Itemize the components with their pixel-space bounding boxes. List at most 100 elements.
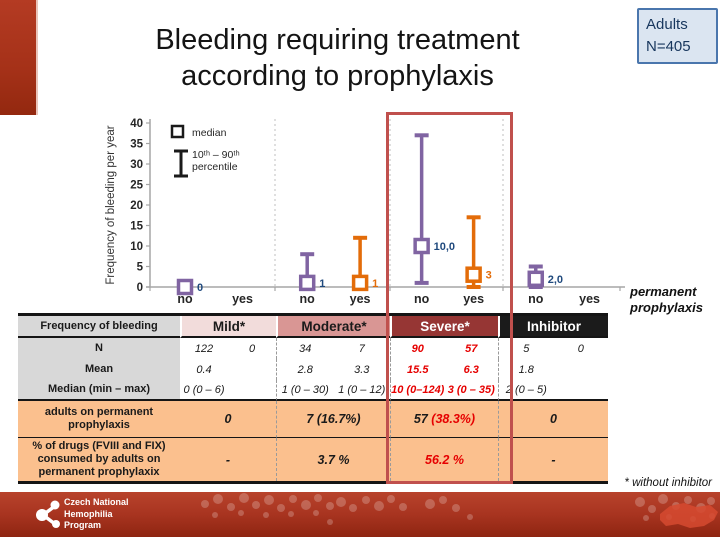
y-tick-label: 30 — [130, 159, 143, 171]
value-label-moderate-no: 1 — [319, 278, 325, 290]
cell-pct-inhibitor: - — [498, 438, 608, 481]
x-tick-label-moderate-yes: yes — [350, 292, 371, 306]
value-mean-yes — [554, 359, 609, 380]
x-tick-label-mild-no: no — [177, 292, 193, 306]
cell-mean-mild: 0.4 — [180, 359, 276, 380]
median-marker-severe-yes — [465, 266, 482, 283]
footer-bar: Czech National Hemophilia Program — [0, 492, 720, 537]
cell-n-moderate: 34 7 — [276, 338, 390, 359]
column-header-inhibitor: Inhibitor — [498, 316, 608, 338]
footer-organization-name: Czech National Hemophilia Program — [64, 497, 129, 531]
cell-median-moderate: 1 (0 – 30) 1 (0 – 12) — [276, 380, 390, 401]
value-median-no: 0 (0 – 6) — [183, 383, 225, 396]
value-median-yes: 1 (0 – 12) — [338, 383, 386, 396]
column-header-moderate: Moderate* — [276, 316, 390, 338]
cell-n-mild: 122 0 — [180, 338, 276, 359]
value-n-yes: 7 — [358, 342, 365, 355]
y-tick-label: 0 — [137, 282, 143, 294]
adults-percentage: (38.3%) — [427, 412, 476, 426]
value-mean-yes: 3.3 — [354, 363, 370, 376]
value-n-no: 34 — [299, 342, 312, 355]
column-header-mild: Mild* — [180, 316, 276, 338]
adults-count-badge: Adults N=405 — [637, 8, 718, 64]
value-label-mild-no: 0 — [197, 282, 203, 294]
value-mean-yes — [228, 359, 276, 380]
value-median-yes — [554, 380, 609, 399]
row-label-n: N — [18, 338, 180, 359]
footer-decoration — [201, 493, 718, 528]
value-median-yes — [228, 380, 276, 399]
cell-pct-mild: - — [180, 438, 276, 481]
row-label-pct: % of drugs (FVIII and FIX) consumed by a… — [18, 438, 180, 481]
y-tick-label: 15 — [130, 221, 143, 233]
legend-percentile-label: percentile — [192, 161, 238, 173]
table-corner-label: Frequency of bleeding — [18, 316, 180, 338]
value-label-severe-no: 10,0 — [434, 241, 455, 253]
value-n-yes: 0 — [577, 342, 584, 355]
value-n-yes: 57 — [465, 342, 478, 355]
x-tick-label-inhibitor-yes: yes — [579, 292, 600, 306]
cell-mean-inhibitor: 1.8 — [498, 359, 608, 380]
y-tick-label: 35 — [130, 139, 143, 151]
y-tick-label: 40 — [130, 118, 143, 130]
row-label-adults: adults on permanent prophylaxis — [18, 401, 180, 438]
median-marker-severe-no — [413, 237, 430, 255]
median-marker-mild-no — [176, 278, 194, 296]
cell-median-mild: 0 (0 – 6) — [180, 380, 276, 401]
row-label-mean: Mean — [18, 359, 180, 380]
permanent-prophylaxis-note: permanent prophylaxis — [630, 284, 703, 315]
x-tick-label-inhibitor-no: no — [528, 292, 544, 306]
cell-median-severe: 10 (0–124) 3 (0 – 35) — [390, 380, 498, 401]
cell-adults-moderate: 7 (16.7%) — [276, 401, 390, 438]
adults-count: 57 — [413, 412, 428, 426]
value-median-yes: 3 (0 – 35) — [447, 383, 495, 396]
cell-adults-severe: 57 (38.3%) — [390, 401, 498, 438]
cell-pct-moderate: 3.7 % — [276, 438, 390, 481]
x-tick-label-moderate-no: no — [300, 292, 316, 306]
cell-pct-severe: 56.2 % — [390, 438, 498, 481]
row-label-median: Median (min – max) — [18, 380, 180, 401]
value-mean-yes: 6.3 — [463, 363, 479, 376]
legend-median-marker — [170, 124, 185, 139]
y-tick-label: 10 — [130, 241, 143, 253]
value-median-no: 10 (0–124) — [391, 383, 445, 396]
x-tick-label-severe-no: no — [414, 292, 430, 306]
value-n-yes: 0 — [248, 342, 256, 355]
value-mean-no: 0.4 — [196, 363, 212, 376]
left-accent-bar — [0, 0, 38, 115]
hemophilia-program-logo-icon — [36, 500, 60, 528]
cell-mean-moderate: 2.8 3.3 — [276, 359, 390, 380]
value-n-no: 5 — [523, 342, 530, 355]
value-mean-no: 2.8 — [297, 363, 313, 376]
cell-mean-severe: 15.5 6.3 — [390, 359, 498, 380]
legend-median-label: median — [192, 127, 227, 139]
without-inhibitor-footnote: * without inhibitor — [624, 477, 712, 489]
median-marker-inhibitor-no — [527, 270, 545, 288]
value-n-no: 122 — [194, 342, 214, 355]
cell-median-inhibitor: 2 (0 – 5) — [498, 380, 608, 401]
value-n-no: 90 — [411, 342, 424, 355]
cell-n-severe: 90 57 — [390, 338, 498, 359]
molecule-dots-decoration — [201, 493, 715, 525]
median-marker-moderate-yes — [351, 274, 369, 292]
x-tick-label-severe-yes: yes — [463, 292, 484, 306]
cell-adults-inhibitor: 0 — [498, 401, 608, 438]
frequency-of-bleeding-table: Frequency of bleeding Mild* Moderate* Sever… — [18, 313, 608, 484]
czech-map-decoration — [660, 503, 718, 528]
cell-adults-mild: 0 — [180, 401, 276, 438]
y-tick-label: 25 — [130, 180, 143, 192]
value-label-inhibitor-no: 2,0 — [548, 274, 563, 286]
median-marker-moderate-no — [298, 274, 316, 292]
y-tick-label: 5 — [137, 262, 144, 274]
value-mean-no: 15.5 — [407, 363, 429, 376]
value-median-no: 2 (0 – 5) — [505, 383, 547, 396]
value-label-severe-yes: 3 — [486, 270, 492, 282]
column-header-severe: Severe* — [390, 316, 498, 338]
y-tick-label: 20 — [130, 200, 143, 212]
legend-percentile-label: 10ᵗʰ – 90ᵗʰ — [192, 149, 240, 161]
x-tick-label-mild-yes: yes — [232, 292, 253, 306]
y-axis-title: Frequency of bleeding per year — [105, 125, 117, 284]
